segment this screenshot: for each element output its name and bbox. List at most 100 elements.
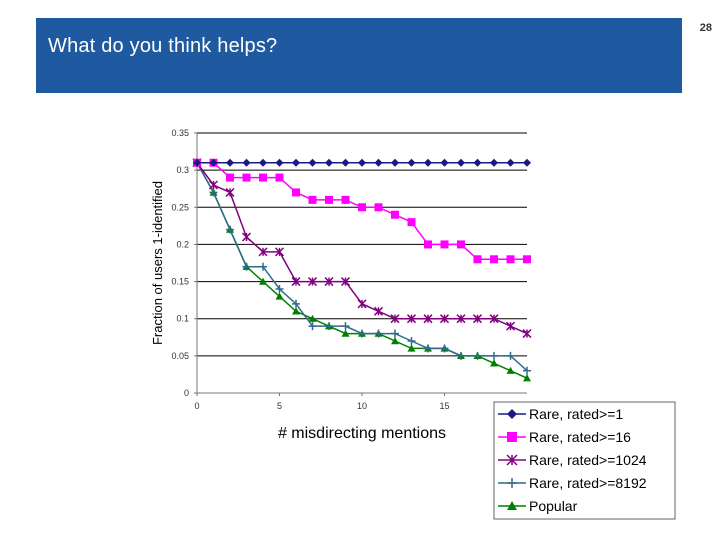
data-point (490, 158, 498, 167)
data-point (325, 322, 333, 331)
data-point (423, 314, 433, 324)
data-point (424, 240, 432, 249)
data-point (440, 240, 449, 249)
legend-label: Rare, rated>=1024 (529, 452, 647, 468)
data-point (225, 187, 235, 197)
data-point (490, 359, 498, 367)
data-point (522, 329, 532, 339)
title-bar: What do you think helps? (36, 18, 682, 93)
data-point (307, 277, 318, 287)
legend (493, 401, 676, 520)
series-line (196, 162, 528, 335)
data-point (308, 158, 317, 167)
x-axis-label: # misdirecting mentions (278, 425, 446, 442)
legend-label: Popular (529, 498, 578, 514)
data-point (226, 173, 234, 182)
data-point (440, 158, 449, 167)
data-point (439, 314, 450, 324)
legend-label: Rare, rated>=8192 (529, 475, 647, 491)
data-point (473, 255, 482, 264)
data-point (391, 329, 399, 338)
y-tick-label: 0 (184, 388, 189, 398)
data-point (374, 203, 383, 212)
y-tick-label: 0.25 (171, 202, 189, 212)
data-point (473, 351, 482, 360)
data-point (275, 292, 284, 300)
x-tick-label: 15 (439, 401, 449, 411)
data-point (292, 299, 300, 308)
y-tick-label: 0.1 (176, 314, 189, 324)
data-point (291, 277, 301, 287)
data-point (226, 225, 234, 234)
data-point (325, 195, 333, 204)
data-point (473, 158, 482, 167)
data-point (259, 158, 267, 167)
data-point (506, 255, 515, 264)
data-point (407, 218, 416, 227)
data-point (358, 329, 366, 338)
data-point (373, 306, 384, 316)
data-point (292, 158, 300, 167)
data-point (472, 314, 483, 324)
y-tick-label: 0.05 (171, 351, 189, 361)
data-point (490, 351, 498, 360)
data-point (507, 409, 517, 419)
data-point (358, 158, 366, 167)
data-point (456, 314, 466, 324)
data-point (424, 344, 432, 353)
y-tick-label: 0.15 (171, 277, 189, 287)
data-point (507, 432, 517, 442)
data-point (490, 255, 498, 264)
data-point (507, 478, 517, 488)
data-point (259, 173, 267, 182)
data-point (406, 314, 417, 324)
data-point (506, 158, 515, 167)
x-tick-label: 0 (194, 401, 199, 411)
data-point (358, 203, 366, 212)
data-point (242, 158, 251, 167)
y-tick-label: 0.3 (176, 165, 189, 175)
legend-label: Rare, rated>=16 (529, 429, 631, 445)
data-point (274, 247, 285, 257)
data-point (258, 247, 268, 257)
data-point (242, 173, 251, 182)
data-point (407, 158, 416, 167)
data-point (341, 322, 350, 331)
y-tick-label: 0.2 (176, 239, 189, 249)
page-number: 28 (699, 22, 712, 34)
data-point (523, 374, 531, 382)
data-point (457, 240, 465, 249)
x-tick-label: 5 (277, 401, 282, 411)
data-point (325, 158, 333, 167)
data-point (340, 277, 351, 287)
data-point (209, 158, 218, 167)
data-point (391, 158, 399, 167)
data-point (523, 255, 531, 264)
data-point (440, 344, 449, 353)
data-point (324, 277, 334, 287)
data-point (341, 195, 350, 204)
data-point (457, 158, 465, 167)
data-point (506, 351, 515, 360)
legend-label: Rare, rated>=1 (529, 406, 623, 422)
data-point (308, 322, 317, 331)
data-point (357, 299, 367, 309)
data-point (506, 454, 518, 466)
data-point (241, 232, 252, 242)
data-point (275, 285, 284, 293)
data-point (308, 314, 317, 322)
data-point (424, 158, 432, 167)
data-point (226, 158, 234, 167)
data-point (489, 314, 499, 324)
data-point (208, 180, 219, 190)
data-point (292, 307, 300, 315)
data-point (292, 188, 300, 197)
data-point (506, 366, 515, 374)
data-point (275, 158, 284, 167)
data-point (407, 344, 416, 352)
data-point (308, 195, 317, 204)
data-point (457, 351, 465, 360)
data-point (259, 277, 267, 285)
y-tick-label: 0.35 (171, 128, 189, 138)
data-point (407, 337, 416, 345)
